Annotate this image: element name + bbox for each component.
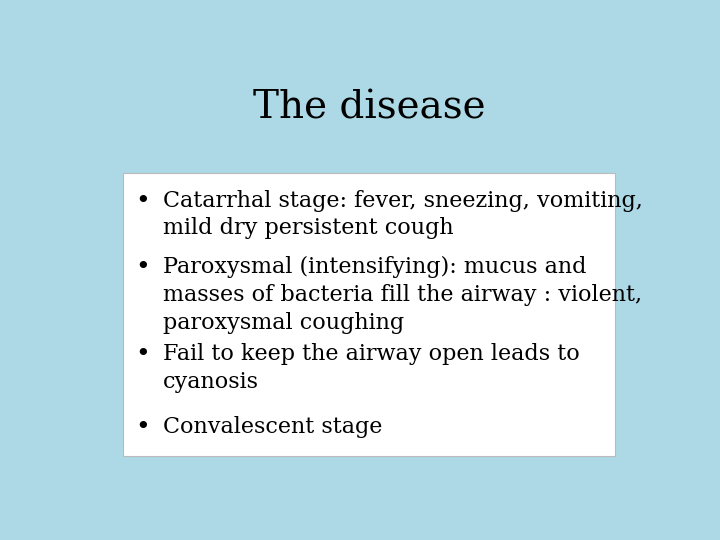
Text: Paroxysmal (intensifying): mucus and
masses of bacteria fill the airway : violen: Paroxysmal (intensifying): mucus and mas… [163,256,642,334]
Text: •: • [135,256,150,279]
Text: •: • [135,190,150,213]
Text: Convalescent stage: Convalescent stage [163,416,382,438]
Text: •: • [135,343,150,366]
FancyBboxPatch shape [124,173,615,456]
Text: Fail to keep the airway open leads to
cyanosis: Fail to keep the airway open leads to cy… [163,343,580,393]
Text: Catarrhal stage: fever, sneezing, vomiting,
mild dry persistent cough: Catarrhal stage: fever, sneezing, vomiti… [163,190,642,240]
Text: The disease: The disease [253,90,485,127]
Text: •: • [135,416,150,439]
